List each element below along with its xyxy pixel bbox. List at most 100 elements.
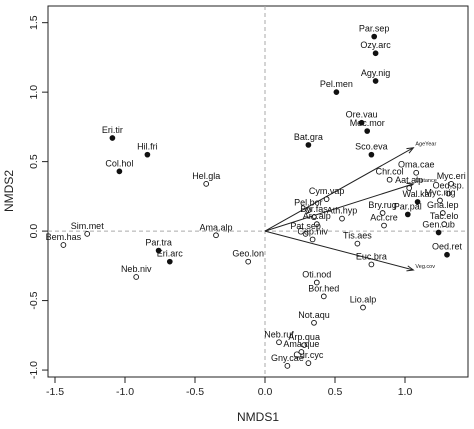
y-tick-label: -0.5: [28, 291, 40, 309]
species-point-open: [437, 197, 443, 204]
species-label: Mec.mor: [350, 118, 385, 128]
species-label: Gna.lep: [427, 200, 459, 210]
x-tick-label: -1.0: [116, 386, 134, 398]
species-point-filled: [166, 258, 173, 265]
species-label: Neb.niv: [121, 264, 152, 274]
species-point-open: [445, 190, 452, 197]
species-point-open: [60, 242, 67, 248]
species-point-open: [276, 339, 282, 346]
species-label: Bor.hed: [308, 283, 339, 293]
species-label: Bat.gra: [294, 132, 323, 142]
species-point-open: [301, 342, 308, 348]
reference-lines: [48, 6, 468, 377]
y-tick-label: 0.0: [28, 224, 40, 239]
species-label: Neb.ruf: [264, 329, 294, 339]
plot-frame: [47, 5, 469, 378]
species-point-open: [313, 221, 320, 228]
species-point-filled: [333, 89, 340, 95]
species-label: Gny.cae: [271, 353, 304, 363]
species-label: Cep.niv: [297, 226, 328, 236]
species-point-open: [284, 363, 291, 369]
species-label: Bry.rug: [368, 200, 396, 210]
species-label: Oed.ret: [432, 242, 463, 252]
species-points: Par.sep Ozy.arc Agy.nig Pel.men Ore.vauMec.m…: [46, 24, 466, 369]
y-tick-label: 0.5: [28, 154, 40, 169]
species-label: Bem.has: [46, 232, 82, 242]
vector-arrowhead: [406, 147, 415, 154]
vector-label: AgeYear: [415, 142, 436, 148]
species-label: Ozy.arc: [360, 40, 391, 50]
species-point-filled: [368, 151, 375, 158]
vector-arrow: [264, 147, 414, 232]
species-label: Eri.arc: [157, 249, 184, 259]
species-point-filled: [444, 251, 450, 258]
vector-label: Distance: [415, 178, 436, 184]
species-point-open: [245, 258, 252, 265]
species-point-open: [305, 207, 312, 214]
vector-arrowhead: [406, 265, 415, 272]
species-label: Col.hol: [105, 158, 133, 168]
species-point-open: [439, 210, 446, 216]
environmental-vectors: AgeYear Distance Veg.cov: [264, 142, 437, 272]
species-label: Aci.cre: [370, 213, 398, 223]
species-point-filled: [364, 128, 371, 134]
species-label: Pat.sep: [290, 221, 321, 231]
axis-ticks: -1.5 -1.0 -0.5 0.0 0.5 1.0 -1.0 -0.5 0.0 0.5 1.0 1.…: [28, 15, 412, 398]
species-point-open: [298, 349, 305, 355]
species-label: Hil.fri: [137, 142, 158, 152]
species-point-open: [323, 196, 330, 202]
species-label: Cur.cyc: [293, 350, 324, 360]
species-point-open: [406, 185, 413, 191]
species-label: Tis.aes: [343, 231, 372, 241]
species-point-open: [309, 236, 316, 243]
species-point-open: [441, 221, 448, 228]
y-tick-label: 1.5: [28, 15, 40, 30]
species-point-filled: [371, 33, 378, 40]
species-point-open: [386, 176, 393, 183]
species-label: Wal.kar: [403, 189, 433, 199]
species-point-open: [368, 261, 375, 268]
species-label: Arc.alp: [303, 211, 331, 221]
species-label: Geo.lon: [232, 249, 264, 259]
x-tick-label: 0.5: [328, 386, 343, 398]
species-point-open: [305, 360, 312, 366]
species-point-filled: [358, 119, 365, 126]
species-point-open: [320, 293, 327, 300]
x-tick-label: -0.5: [186, 386, 204, 398]
species-point-filled: [155, 247, 162, 254]
species-label: Euc.bra: [356, 251, 387, 261]
species-point-filled: [372, 50, 379, 57]
species-point-filled: [144, 151, 151, 158]
species-label: Par.tra: [145, 238, 172, 248]
species-point-open: [313, 279, 320, 286]
species-label: Ore.vau: [346, 110, 378, 120]
species-point-filled: [372, 78, 379, 84]
species-label: Gen.rub: [422, 219, 455, 229]
species-point-open: [84, 231, 91, 237]
species-label: Ama.que: [283, 339, 319, 349]
species-point-filled: [404, 211, 411, 218]
species-label: Sco.eva: [355, 142, 388, 152]
species-label: Ath.hyp: [327, 206, 358, 216]
species-label: Myc.nig: [424, 188, 455, 198]
species-label: Chr.col: [376, 167, 404, 177]
species-point-filled: [414, 199, 421, 205]
x-tick-label: -1.5: [46, 386, 64, 398]
species-label: Oed.sp.: [433, 181, 465, 191]
species-label: Tac.elo: [430, 211, 459, 221]
species-label: Aat.alp: [395, 175, 423, 185]
x-tick-label: 0.0: [258, 386, 273, 398]
species-label: Not.aqu: [298, 310, 330, 320]
species-point-open: [381, 222, 387, 229]
species-label: Arp.qua: [288, 332, 320, 342]
species-point-open: [311, 319, 317, 326]
species-label: Lio.alp: [350, 295, 377, 305]
species-point-filled: [305, 142, 312, 148]
species-point-filled: [109, 135, 116, 141]
species-label: Myc.eri: [437, 171, 466, 181]
vector-arrow: [264, 183, 414, 232]
species-label: Pel.bor: [294, 197, 323, 207]
species-point-filled: [435, 229, 442, 236]
species-label: Sim.met: [71, 221, 105, 231]
